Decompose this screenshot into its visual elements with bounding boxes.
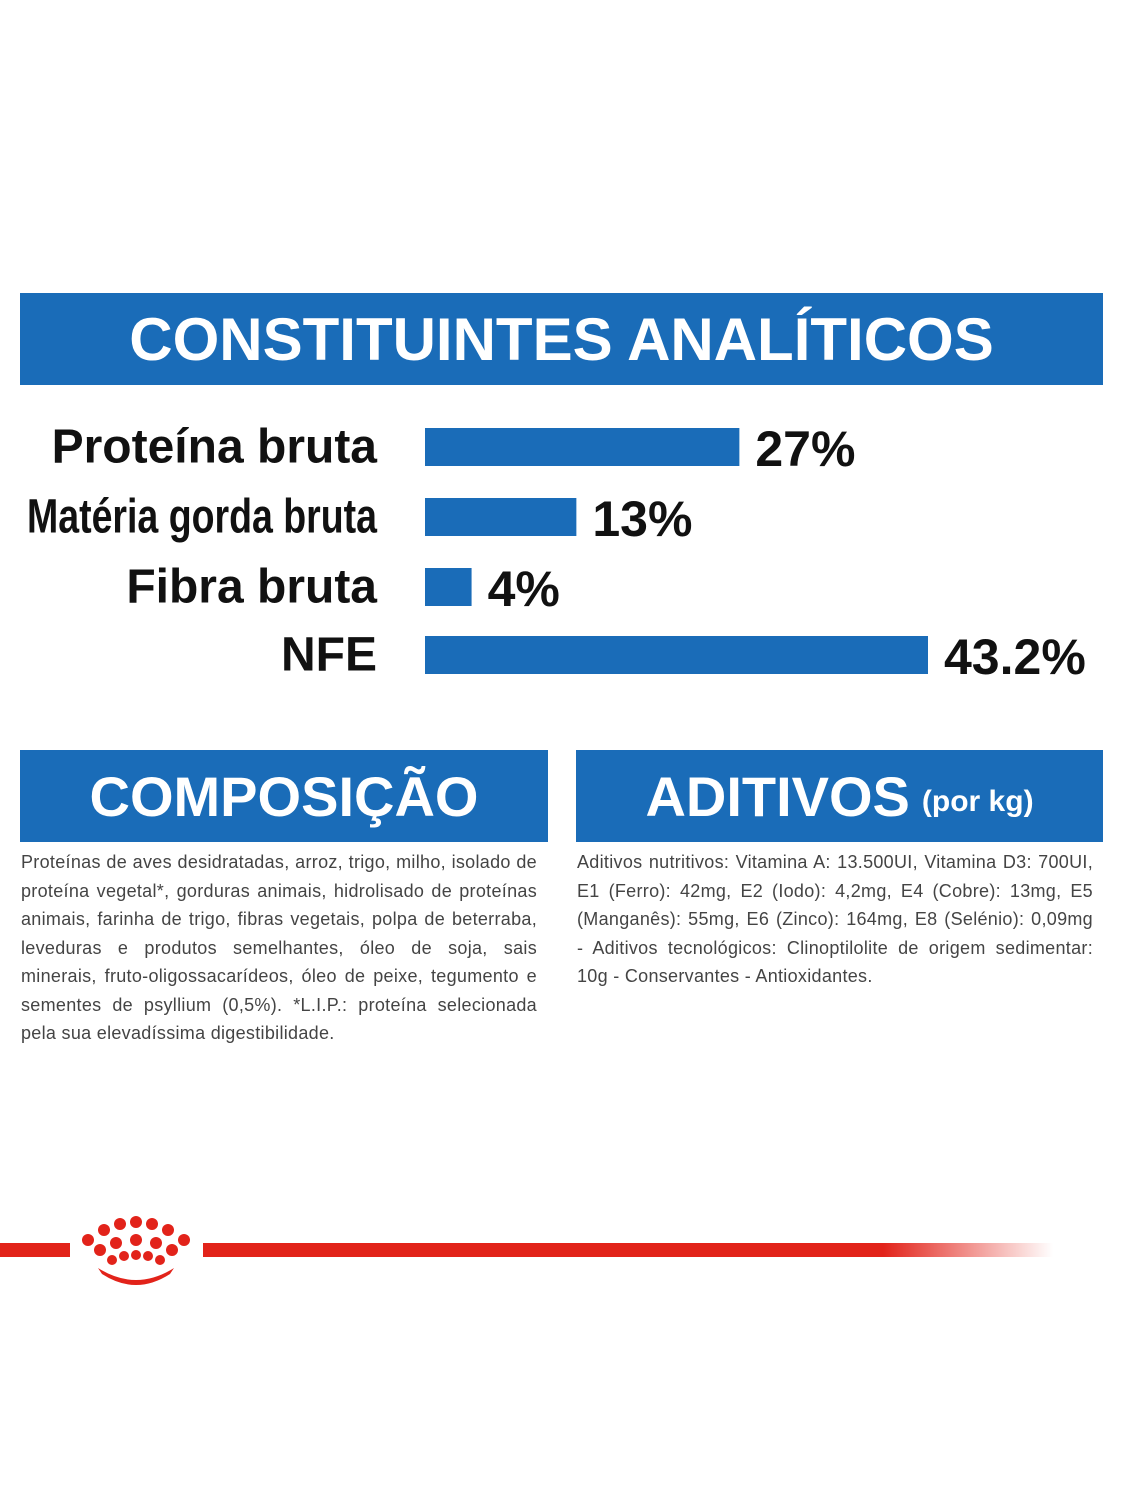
red-line xyxy=(203,1243,1053,1257)
category-label: NFE xyxy=(281,629,377,682)
crown-logo xyxy=(82,1216,190,1285)
bar xyxy=(425,568,472,606)
paragraph: Aditivos nutritivos: Vitamina A: 13.500U… xyxy=(577,852,1093,986)
value-label: 13% xyxy=(592,491,692,547)
value-label: 43.2% xyxy=(944,629,1086,685)
section-subtitle: (por kg) xyxy=(921,785,1034,818)
value-label: 4% xyxy=(488,561,560,617)
section-title: CONSTITUINTES ANALÍTICOS xyxy=(20,293,1103,385)
section-title-box: ADITIVOS (por kg) xyxy=(576,750,1103,842)
category-label: Matéria gorda bruta xyxy=(27,491,377,544)
brand-footer xyxy=(0,1216,1053,1285)
bar xyxy=(425,428,740,466)
section-title: COMPOSIÇÃO xyxy=(20,750,548,842)
red-line xyxy=(0,1243,70,1257)
bar xyxy=(425,498,577,536)
category-label: Proteína bruta xyxy=(52,421,378,474)
category-label: Fibra bruta xyxy=(126,561,377,614)
section-title: ADITIVOS xyxy=(645,764,910,828)
chart: Proteína bruta 27% Matéria gorda bruta 13% F… xyxy=(27,421,1086,686)
bar xyxy=(425,636,928,674)
paragraph: Proteínas de aves desidratadas, arroz, t… xyxy=(21,852,537,1043)
value-label: 27% xyxy=(755,421,855,477)
